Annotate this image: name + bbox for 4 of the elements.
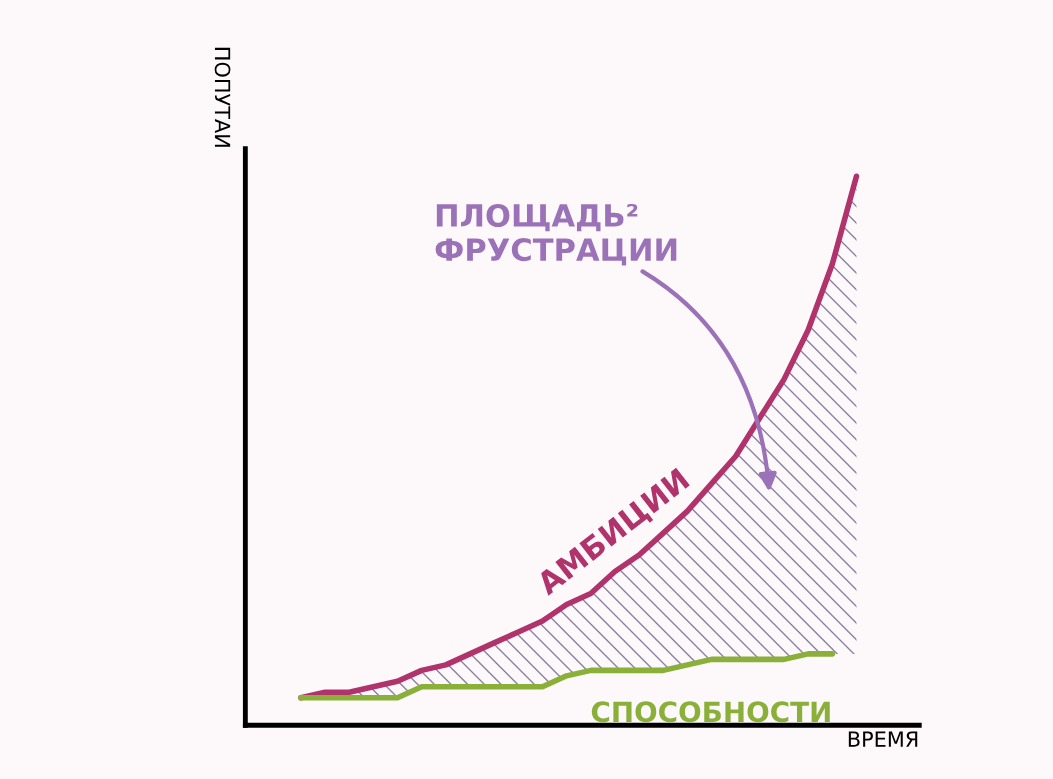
series-label: СПОСОБНОСТИ xyxy=(591,701,830,723)
annotation: ПЛОЩАДЬ² ФРУСТРАЦИИ xyxy=(435,203,677,266)
x-axis-title: ВРЕМЯ xyxy=(848,731,918,747)
y-axis-title: ПОПУТАИ xyxy=(214,47,231,147)
